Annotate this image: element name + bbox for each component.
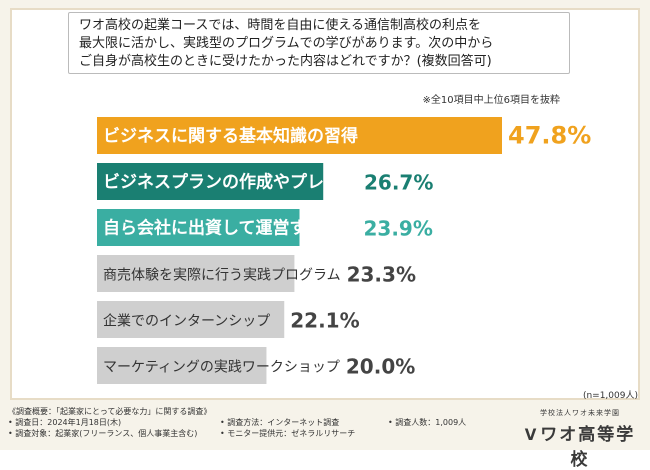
logo-mark-icon: ᐯ (524, 426, 539, 444)
bar-1 (97, 117, 502, 154)
bar-label-1: ビジネスに関する基本知識の習得 (103, 126, 358, 147)
bar-label-2: ビジネスプランの作成やプレゼン (103, 172, 358, 193)
footer-title: 《調査概要：「起業家にとって必要な力」に関する調査》 (8, 407, 212, 416)
footer-provider: • モニター提供元：ゼネラルリサーチ (220, 429, 356, 438)
bar-label-4: 商売体験を実際に行う実践プログラム (103, 268, 341, 284)
value-label-4: 23.3% (347, 263, 416, 287)
school-logo: 学校法人ワオ未来学園 ᐯ ワオ高等学校 (520, 408, 640, 470)
footer-respondents: • 調査人数：1,009人 (388, 418, 467, 427)
logo-subtitle: 学校法人ワオ未来学園 (540, 409, 620, 417)
bar-label-5: 企業でのインターンシップ (103, 313, 270, 330)
sample-size: (n=1,009人) (582, 391, 638, 401)
footer-target: • 調査対象：起業家(フリーランス、個人事業主含む) (8, 429, 198, 438)
footer-date: • 調査日：2024年1月18日(木) (8, 418, 122, 427)
value-label-1: 47.8% (508, 122, 591, 150)
logo-main: ᐯ ワオ高等学校 (520, 420, 640, 470)
footer-method: • 調査方法：インターネット調査 (220, 418, 340, 427)
survey-question: ワオ高校の起業コースでは、時間を自由に使える通信制高校の利点を 最大限に活かし、… (68, 12, 570, 74)
value-label-6: 20.0% (346, 355, 415, 379)
bar-6 (97, 347, 267, 384)
bar-4 (97, 255, 295, 292)
survey-footer: 《調査概要：「起業家にとって必要な力」に関する調査》 • 調査日：2024年1月… (8, 406, 528, 439)
bar-3 (97, 209, 300, 246)
bar-5 (97, 301, 285, 338)
bar-label-3: 自ら会社に出資して運営する実践 (103, 218, 358, 239)
bar-2 (97, 163, 324, 200)
value-label-5: 22.1% (290, 309, 359, 333)
logo-name: ワオ高等学校 (540, 425, 636, 470)
value-label-2: 26.7% (364, 171, 433, 195)
bar-label-6: マーケティングの実践ワークショップ (103, 360, 340, 376)
value-label-3: 23.9% (364, 217, 433, 241)
bar-chart: ビジネスに関する基本知識の習得 47.8% ビジネスプランの作成やプレゼン 26.7%… (97, 117, 591, 384)
excerpt-note: ※全10項目中上位6項目を抜粋 (422, 95, 560, 106)
